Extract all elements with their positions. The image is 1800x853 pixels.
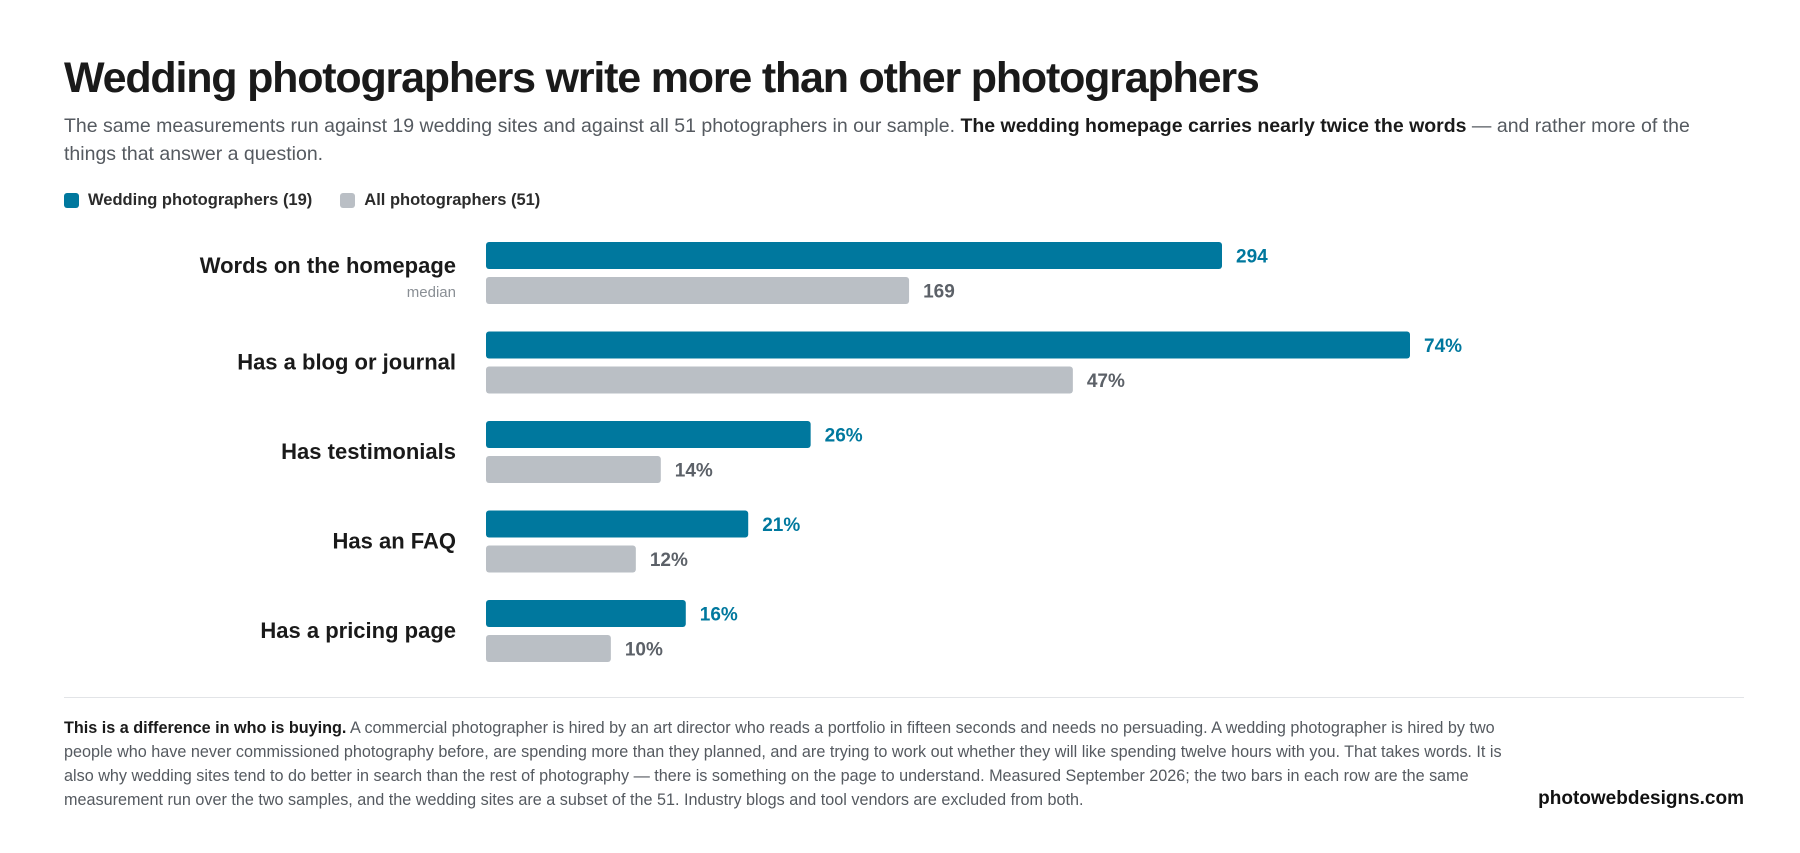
data-label-all: 12%: [650, 550, 688, 571]
data-label-wedding: 26%: [825, 426, 863, 447]
category-label: Has testimonials: [281, 439, 456, 464]
legend-swatch-wedding: [64, 193, 79, 208]
data-label-all: 10%: [625, 640, 663, 661]
chart-page: Wedding photographers write more than ot…: [64, 0, 1744, 853]
data-label-all: 169: [923, 282, 955, 303]
subtitle-tail: — and rather more of the things that ans…: [64, 115, 1690, 165]
category-note: median: [407, 284, 456, 301]
bar-wedding: [486, 510, 749, 538]
bar-all: [486, 635, 611, 662]
bar-wedding: [486, 600, 686, 627]
category-label: Has an FAQ: [333, 529, 456, 554]
bar-wedding: [486, 421, 811, 448]
category-label: Has a pricing page: [260, 618, 456, 643]
chart-subtitle: The same measurements run against 19 wed…: [64, 112, 1714, 168]
legend: Wedding photographers (19) All photograp…: [64, 191, 568, 210]
category-label: Has a blog or journal: [237, 350, 456, 375]
subtitle-emphasis: The wedding homepage carries nearly twic…: [960, 115, 1467, 137]
data-label-wedding: 74%: [1424, 336, 1462, 357]
footnote: This is a difference in who is buying. A…: [64, 716, 1504, 812]
footnote-body: A commercial photographer is hired by an…: [64, 719, 1502, 809]
bar-all: [486, 366, 1073, 394]
legend-item-all: All photographers (51): [340, 191, 540, 210]
bar-all: [486, 545, 636, 573]
data-label-wedding: 294: [1236, 247, 1268, 268]
footnote-lead: This is a difference in who is buying.: [64, 719, 347, 737]
chart-title: Wedding photographers write more than ot…: [64, 54, 1260, 102]
bar-all: [486, 277, 910, 304]
data-label-all: 14%: [675, 461, 713, 482]
source-credit: photowebdesigns.com: [1538, 788, 1744, 809]
data-label-all: 47%: [1087, 371, 1125, 392]
legend-item-wedding: Wedding photographers (19): [64, 191, 312, 210]
bar-all: [486, 456, 661, 483]
legend-label-all: All photographers (51): [364, 191, 541, 209]
legend-label-wedding: Wedding photographers (19): [88, 191, 313, 209]
data-label-wedding: 16%: [700, 605, 738, 626]
subtitle-lead: The same measurements run against 19 wed…: [64, 115, 961, 137]
bar-chart: Words on the homepage median 294 169 Has a b…: [200, 242, 1462, 662]
category-label: Words on the homepage: [200, 253, 456, 278]
bar-wedding: [486, 331, 1410, 359]
legend-swatch-all: [340, 193, 356, 208]
divider: [64, 697, 1744, 698]
bar-wedding: [486, 242, 1222, 269]
data-label-wedding: 21%: [762, 515, 800, 536]
